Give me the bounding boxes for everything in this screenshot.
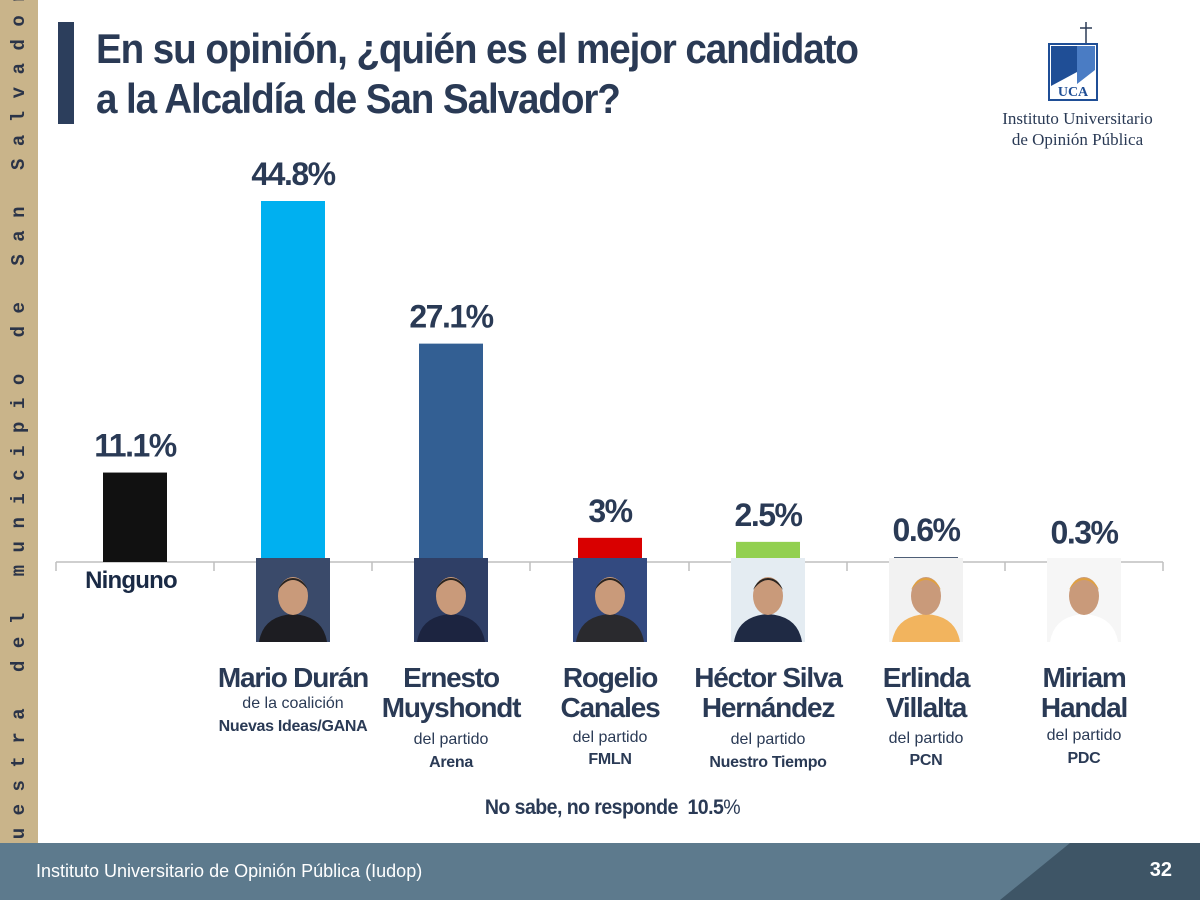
footer-institution: Instituto Universitario de Opinión Públi… bbox=[36, 861, 423, 881]
bar bbox=[103, 472, 167, 562]
party-label: Nuestro Tiempo bbox=[709, 754, 827, 771]
iudop-logo: UCA Instituto Universitario de Opinión P… bbox=[990, 18, 1165, 158]
affiliation-label: del partido bbox=[414, 731, 489, 748]
category-label: Miriam bbox=[1042, 662, 1125, 693]
party-label: Arena bbox=[429, 754, 473, 771]
title-line-2: a la Alcaldía de San Salvador? bbox=[96, 75, 621, 122]
logo-name-line-2: de Opinión Pública bbox=[1011, 130, 1144, 149]
candidate-photo bbox=[1047, 558, 1121, 642]
title-line-1: En su opinión, ¿quién es el mejor candid… bbox=[96, 25, 859, 72]
bar bbox=[736, 541, 800, 562]
footer-bar: Instituto Universitario de Opinión Públi… bbox=[0, 843, 1200, 900]
bar bbox=[1052, 559, 1116, 562]
affiliation-label: del partido bbox=[1047, 727, 1122, 744]
data-label: 44.8% bbox=[251, 156, 335, 192]
category-label: Canales bbox=[561, 692, 661, 723]
data-label: 0.3% bbox=[1051, 515, 1119, 551]
bar bbox=[419, 343, 483, 562]
party-label: PCN bbox=[910, 752, 943, 769]
data-label: 11.1% bbox=[94, 428, 177, 464]
category-label: Ernesto bbox=[403, 662, 500, 693]
category-label: Mario Durán bbox=[218, 662, 368, 693]
party-label: FMLN bbox=[588, 751, 631, 768]
affiliation-label: del partido bbox=[573, 729, 648, 746]
data-label: 2.5% bbox=[735, 497, 803, 533]
category-label: Ninguno bbox=[85, 567, 177, 594]
candidate-photo bbox=[256, 558, 330, 642]
no-answer-note: No sabe, no responde 10.5% bbox=[43, 796, 1182, 820]
affiliation-label: del partido bbox=[731, 731, 806, 748]
affiliation-label: de la coalición bbox=[242, 695, 343, 712]
page-number: 32 bbox=[1149, 859, 1172, 881]
no-answer-label: No sabe, no responde bbox=[484, 796, 678, 819]
party-label: PDC bbox=[1068, 750, 1102, 767]
bar bbox=[261, 201, 325, 562]
page-title: En su opinión, ¿quién es el mejor candid… bbox=[96, 24, 906, 124]
category-label: Erlinda bbox=[883, 662, 971, 693]
category-label: Muyshondt bbox=[382, 692, 521, 723]
uca-logo-icon: UCA bbox=[1048, 22, 1098, 101]
category-label: Hernández bbox=[702, 692, 835, 723]
logo-name-line-1: Instituto Universitario bbox=[1002, 109, 1153, 128]
data-label: 0.6% bbox=[893, 512, 961, 548]
no-answer-unit: % bbox=[723, 796, 741, 819]
category-label: Héctor Silva bbox=[694, 662, 843, 693]
candidate-photo bbox=[889, 558, 963, 642]
bar bbox=[578, 537, 642, 562]
data-label: 3% bbox=[588, 493, 632, 529]
category-label: Rogelio bbox=[563, 662, 658, 693]
party-label: Nuevas Ideas/GANA bbox=[219, 718, 368, 735]
data-label: 27.1% bbox=[409, 299, 493, 335]
title-accent-bar bbox=[58, 22, 74, 124]
category-label: Handal bbox=[1041, 692, 1127, 723]
candidate-photo bbox=[573, 558, 647, 642]
svg-text:UCA: UCA bbox=[1058, 85, 1089, 100]
logo-institution-name: Instituto Universitario de Opinión Públi… bbox=[990, 108, 1165, 150]
candidate-photo bbox=[414, 558, 488, 642]
affiliation-label: del partido bbox=[889, 730, 964, 747]
bar bbox=[894, 557, 958, 562]
no-answer-value: 10.5 bbox=[687, 796, 724, 819]
sidebar-strip: Muestra del municipio de San Salvador bbox=[0, 0, 38, 863]
sidebar-caption: Muestra del municipio de San Salvador bbox=[8, 0, 30, 864]
category-label: Villalta bbox=[886, 692, 968, 723]
candidate-photo bbox=[731, 558, 805, 642]
